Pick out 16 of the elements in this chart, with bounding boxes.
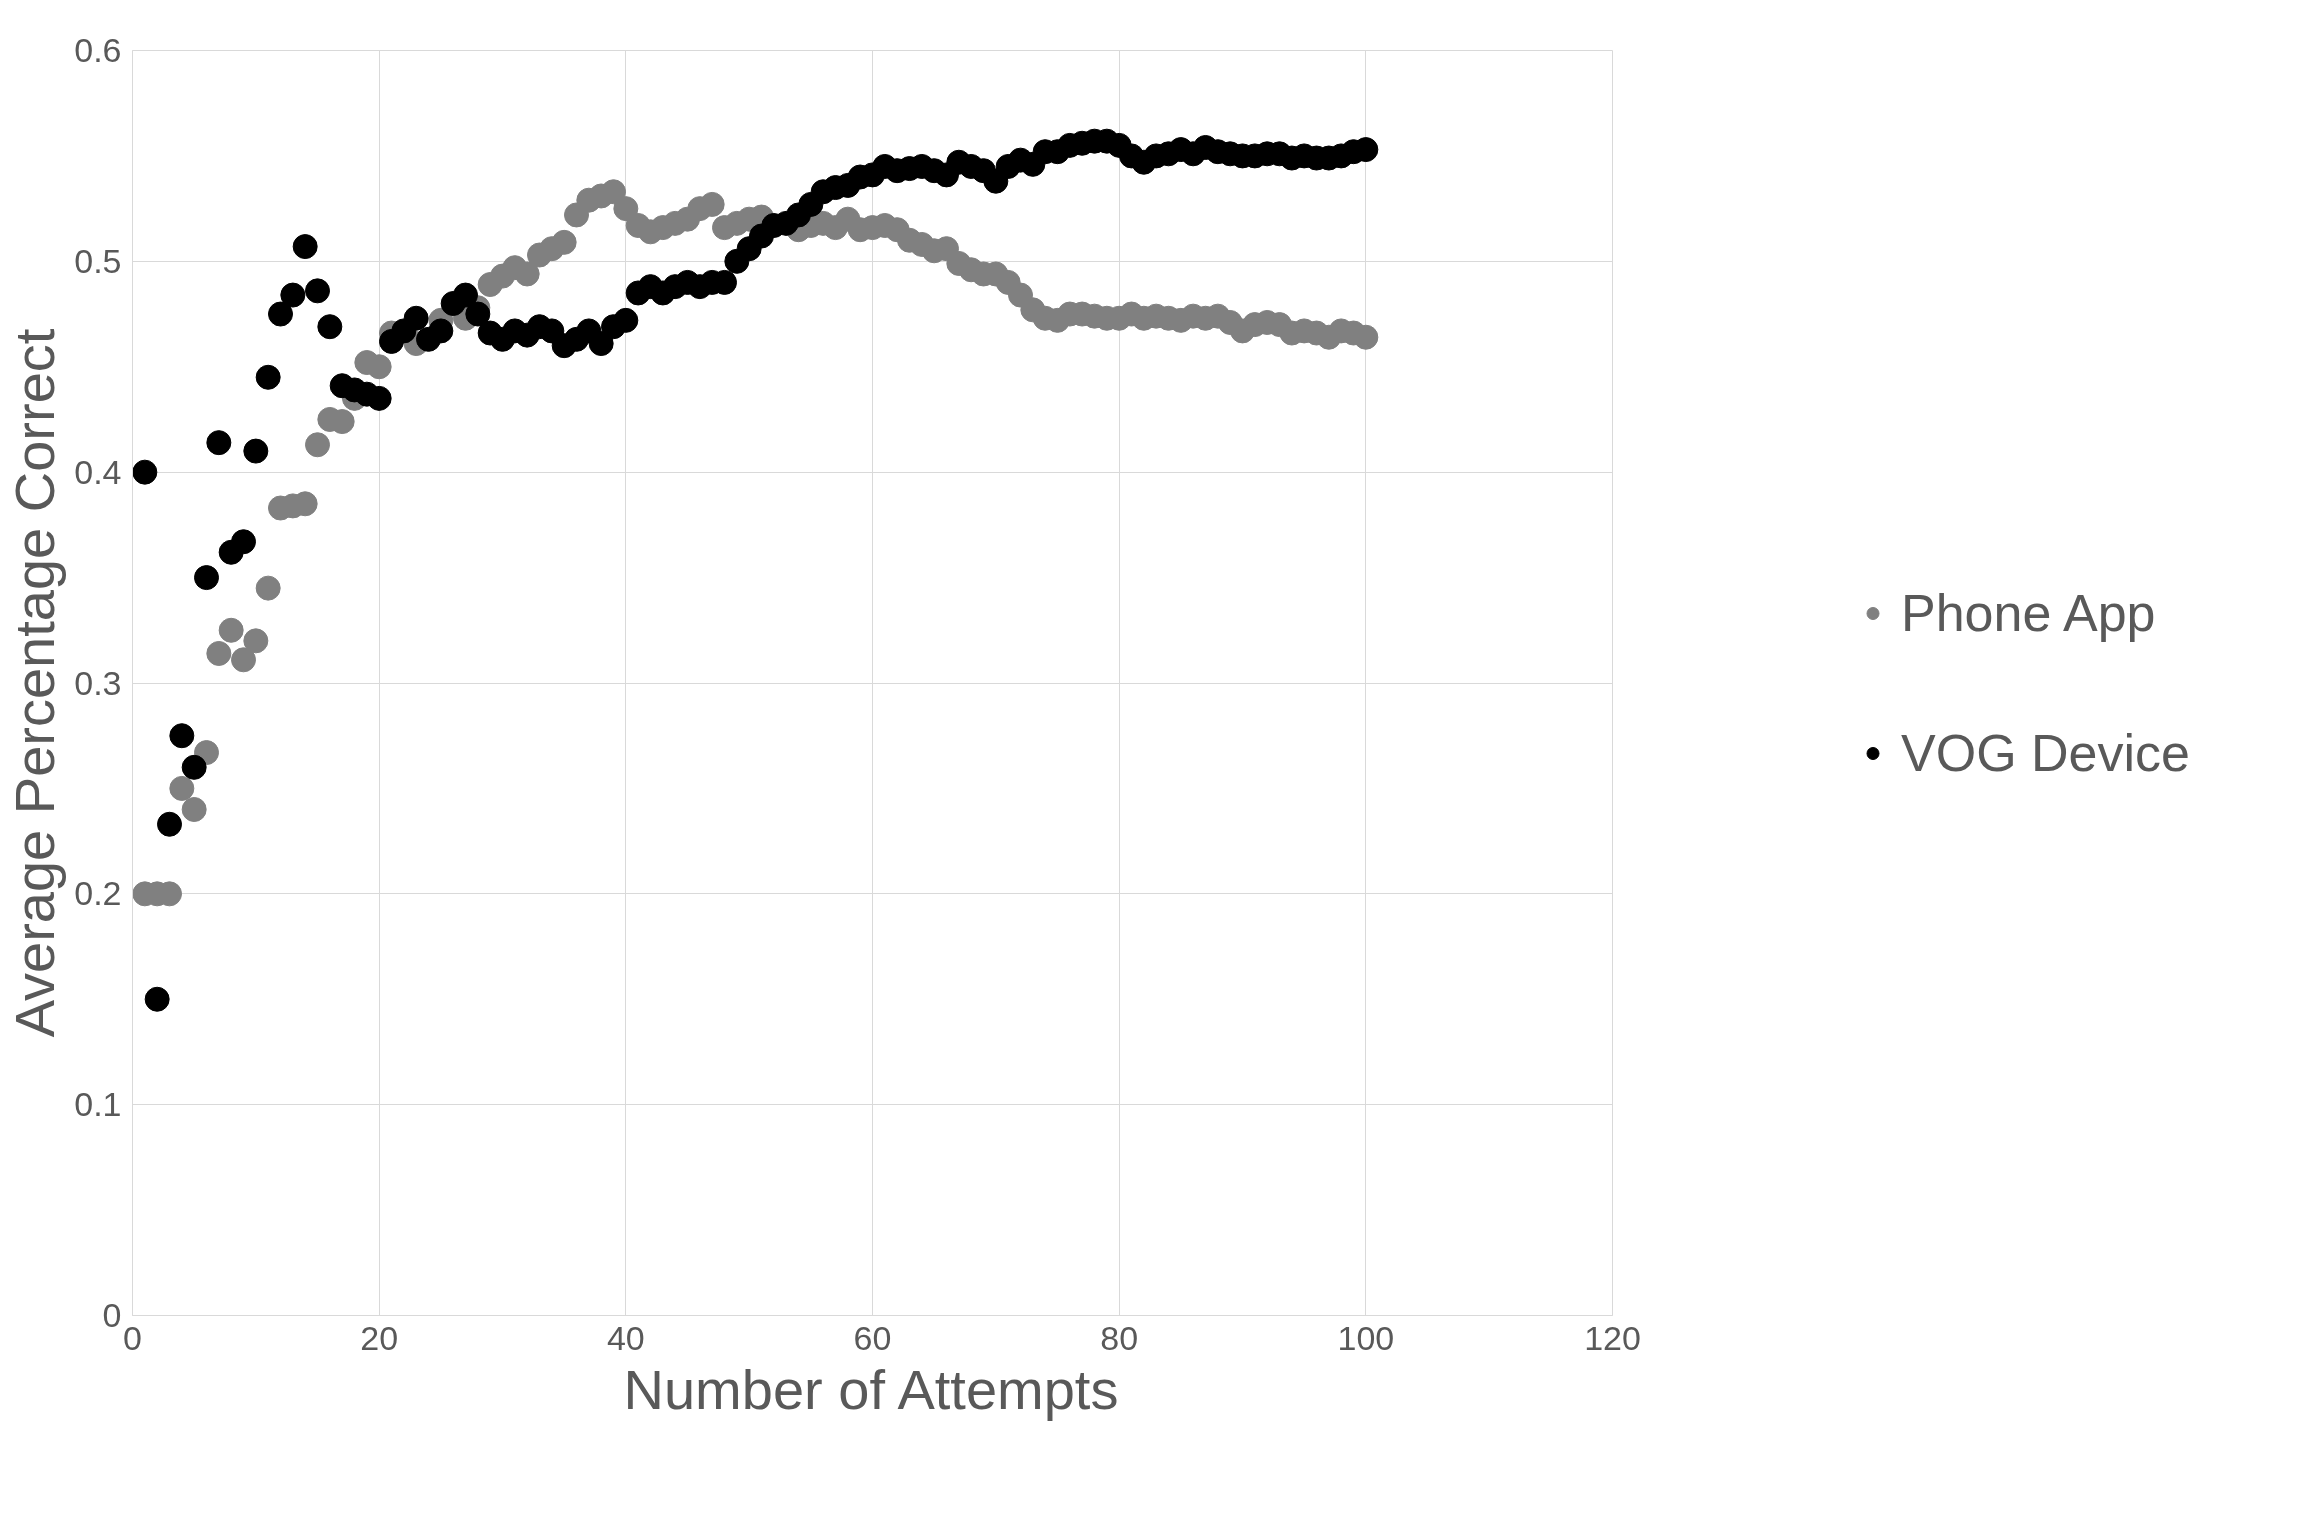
x-tick-label: 100 — [1337, 1318, 1395, 1357]
x-tick-label: 120 — [1584, 1318, 1641, 1357]
legend-label: Phone App — [1901, 582, 2156, 643]
y-tick-label: 0.4 — [74, 452, 122, 491]
x-tick-label: 60 — [853, 1318, 892, 1357]
x-axis-title: Number of Attempts — [623, 1357, 1119, 1421]
x-tick-label: 80 — [1100, 1318, 1139, 1357]
y-tick-label: 0.1 — [74, 1085, 122, 1124]
y-tick-label: 0.3 — [74, 663, 122, 702]
y-tick-label: 0.5 — [74, 241, 122, 280]
x-tick-label: 20 — [360, 1318, 399, 1357]
y-tick-label: 0.2 — [74, 874, 122, 913]
y-tick-label: 0.6 — [74, 31, 122, 69]
legend-label: VOG Device — [1901, 722, 2190, 783]
y-axis-title: Average Percentage Correct — [3, 328, 67, 1038]
x-tick-label: 40 — [606, 1318, 645, 1357]
